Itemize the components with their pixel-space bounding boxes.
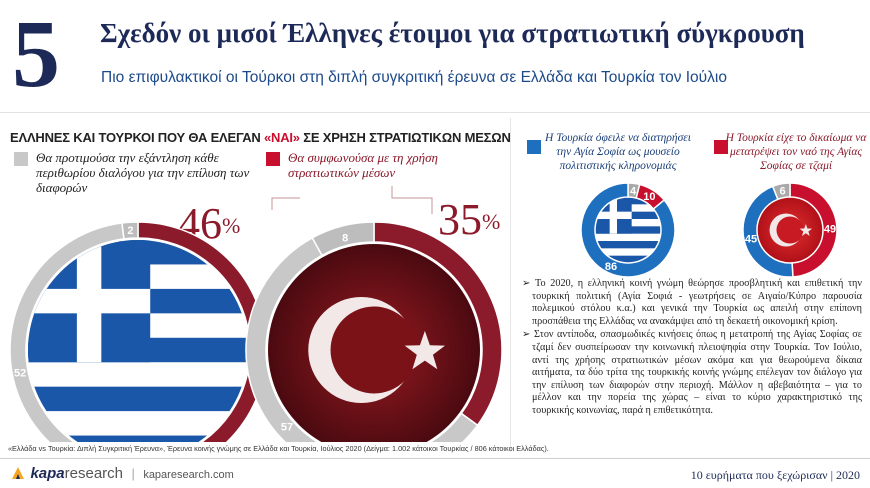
greece-flag-icon [28,240,248,442]
slice-greece-dk [121,221,139,240]
bullet-arrow-icon: ➢ [522,329,534,341]
slice-museum-disagree-label: 10 [643,191,655,203]
page-subtitle: Πιο επιφυλακτικοί οι Τούρκοι στη διπλή σ… [101,69,727,86]
commentary: ➢ Το 2020, η ελληνική κοινή γνώμη θεώρησ… [522,278,862,419]
footer-divider [0,458,870,459]
donut-chart-turkey: 57 8 [245,221,503,442]
slice-turkey-dialogue-label: 57 [281,422,293,434]
slice-turkey-dk [311,221,375,257]
website-link[interactable]: kaparesearch.com [143,469,234,481]
slice-greece-military [137,221,267,442]
source-footnote: «Ελλάδα vs Τουρκία: Διπλή Συγκριτική Έρε… [8,444,549,453]
slice-turkey-dk-label: 8 [342,233,348,245]
turkey-flag-icon [757,197,823,263]
kapa-logo-icon [12,467,24,479]
footer-caption: 10 ευρήματα που ξεχώρισαν | 2020 [690,468,860,482]
slice-museum-dk-label: 4 [630,185,637,197]
slice-mosque-dk [771,182,791,201]
column-divider [510,118,511,452]
turkey-military-percent: 35% [438,195,501,244]
slice-mosque-disagree-label: 45 [745,234,757,246]
bullet-item: ➢ Στον αντίποδα, σπασμωδικές κινήσεις όπ… [522,329,862,416]
donut-chart-greece: 52 2 [9,221,267,442]
slice-mosque-agree-label: 49 [824,224,836,236]
turkey-flag-icon [268,244,480,442]
footer-separator: | [131,466,135,481]
page-title: Σχεδόν οι μισοί Έλληνες έτοιμοι για στρα… [100,18,805,48]
section-heading-highlight: «ΝΑΙ» [263,130,300,145]
legend-label-dialogue: Θα προτιμούσα την εξάντληση κάθε περιθωρ… [36,150,250,195]
slide-number: 5 [12,0,60,107]
callout-mosque: Η Τουρκία είχε το δικαίωμα να μετατρέψει… [725,132,867,172]
connector-greece [271,197,300,210]
brand-research: research [64,465,124,482]
section-heading-post: ΣΕ ΧΡΗΣΗ ΣΤΡΑΤΙΩΤΙΚΩΝ ΜΕΣΩΝ [299,130,511,145]
slice-mosque-dk-label: 6 [779,186,785,198]
callout-swatch-museum [527,140,541,154]
section-heading: ΕΛΛΗΝΕΣ ΚΑΙ ΤΟΥΡΚΟΙ ΠΟΥ ΘΑ ΕΛΕΓΑΝ «ΝΑΙ» … [10,130,511,145]
legend-swatch-dialogue [14,152,28,166]
connector-turkey [391,186,433,214]
donut-chart-museum: 4 10 86 [580,182,676,278]
slice-museum-agree [580,182,676,278]
greece-flag-icon [595,197,661,263]
brand-kana: kapa [30,465,65,482]
slice-museum-agree-label: 86 [605,261,617,273]
header-divider [0,112,870,113]
legend-swatch-military [266,152,280,166]
section-heading-pre: ΕΛΛΗΝΕΣ ΚΑΙ ΤΟΥΡΚΟΙ ΠΟΥ ΘΑ ΕΛΕΓΑΝ [10,130,264,145]
slice-greece-dialogue-label: 52 [14,367,26,379]
bullet-item: ➢ Το 2020, η ελληνική κοινή γνώμη θεώρησ… [522,278,862,327]
bullet-arrow-icon: ➢ [522,278,535,289]
slice-greece-dk-label: 2 [127,225,133,237]
brand-footer: kaparesearch | kaparesearch.com [10,465,234,483]
callout-museum: Η Τουρκία όφειλε να διατηρήσει την Αγία … [545,132,691,172]
callout-swatch-mosque [714,140,728,154]
donut-chart-mosque: 49 45 6 [742,182,838,278]
legend-label-military: Θα συμφωνούσα με τη χρήση στρατιωτικών μ… [288,150,438,180]
